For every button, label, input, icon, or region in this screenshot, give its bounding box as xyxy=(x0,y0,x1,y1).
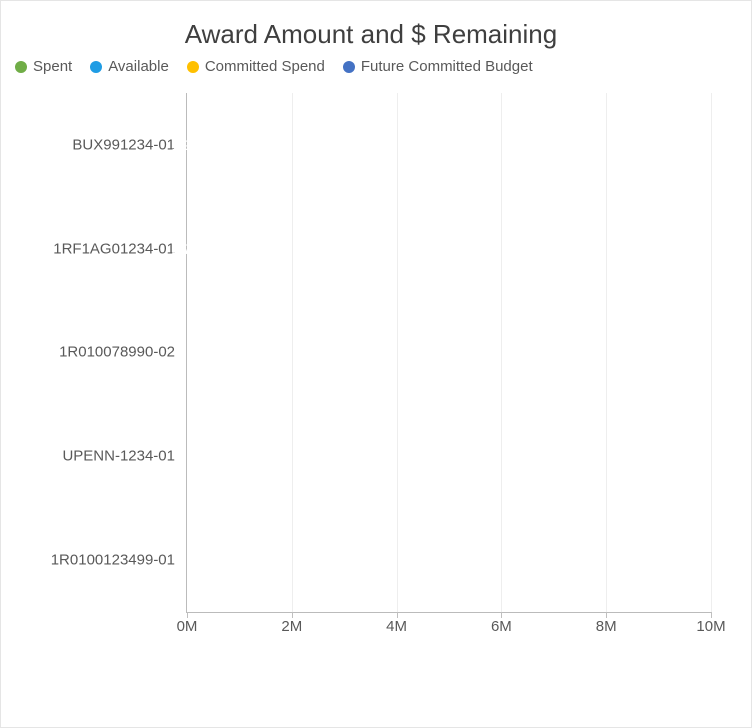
x-tick-label: 10M xyxy=(696,612,725,635)
category-label: 1R010078990-02 xyxy=(59,344,187,361)
legend-swatch xyxy=(90,61,102,73)
bar-row: 1R0100123499-01 xyxy=(187,529,711,591)
legend-label: Future Committed Budget xyxy=(361,58,533,75)
bar-data-label: 7.9M xyxy=(171,137,202,153)
x-tick-label: 6M xyxy=(491,612,512,635)
chart-title: Award Amount and $ Remaining xyxy=(11,19,731,50)
legend-swatch xyxy=(343,61,355,73)
legend-item: Spent xyxy=(15,58,72,75)
chart-container: Award Amount and $ Remaining Spent Availa… xyxy=(0,0,752,728)
legend-swatch xyxy=(15,61,27,73)
legend-item: Future Committed Budget xyxy=(343,58,533,75)
category-label: BUX991234-01 xyxy=(72,136,187,153)
legend-item: Committed Spend xyxy=(187,58,325,75)
category-label: UPENN-1234-01 xyxy=(62,448,187,465)
category-label: 1RF1AG01234-01 xyxy=(53,240,187,257)
legend-label: Committed Spend xyxy=(205,58,325,75)
legend-label: Spent xyxy=(33,58,72,75)
gridline xyxy=(711,93,712,612)
bar-data-label: 2.7M xyxy=(171,241,202,257)
bar-row: UPENN-1234-01 xyxy=(187,425,711,487)
category-label: 1R0100123499-01 xyxy=(51,552,187,569)
legend-label: Available xyxy=(108,58,169,75)
x-tick-label: 8M xyxy=(596,612,617,635)
x-tick-label: 2M xyxy=(281,612,302,635)
plot-area: 0M2M4M6M8M10MBUX991234-011.0M7.9M1RF1AG0… xyxy=(186,93,711,613)
x-tick-label: 0M xyxy=(177,612,198,635)
bar-row: BUX991234-011.0M7.9M xyxy=(187,114,711,176)
legend-item: Available xyxy=(90,58,169,75)
x-tick-label: 4M xyxy=(386,612,407,635)
bar-row: 1RF1AG01234-012.7M xyxy=(187,218,711,280)
legend: Spent Available Committed Spend Future Comm… xyxy=(11,58,731,75)
bar-row: 1R010078990-02 xyxy=(187,321,711,383)
legend-swatch xyxy=(187,61,199,73)
